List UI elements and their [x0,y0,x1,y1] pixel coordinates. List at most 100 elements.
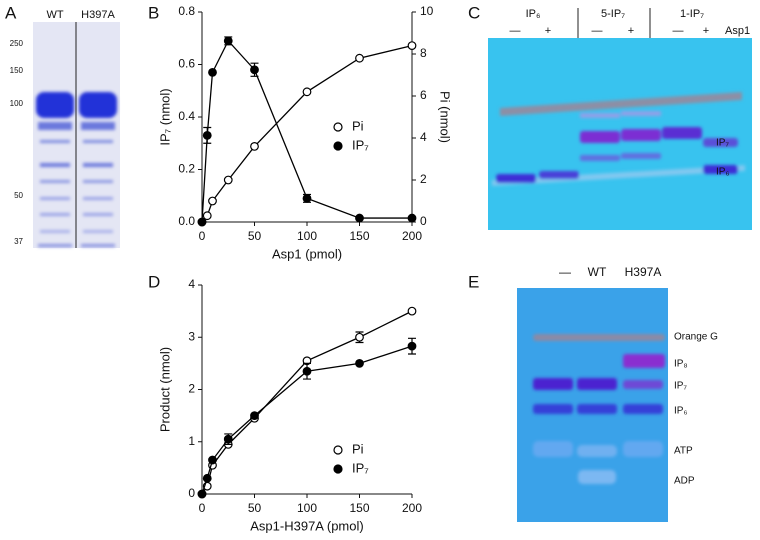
y-tick-label: 0.6 [178,57,195,71]
band-label: ADP [674,476,695,487]
group-label: 5-IP₇ [601,8,625,20]
y-axis-label: Product (nmol) [157,347,172,432]
data-point [407,41,417,50]
marker-label: 250 [10,39,24,48]
data-point [250,141,259,151]
y-tick-label: 0.0 [178,214,195,228]
y-tick-label: 0.4 [178,109,195,123]
data-point [202,473,212,483]
x-axis-label: Asp1 (pmol) [272,246,342,261]
data-point [302,193,312,203]
band-label: IP₆ [716,167,729,178]
y2-tick-label: 8 [420,46,427,60]
y2-tick-label: 6 [420,88,427,102]
data-point [223,36,233,46]
x-tick-label: 200 [402,501,422,515]
data-point [223,434,233,444]
data-point [208,67,217,77]
data-point [355,332,364,342]
y-axis-label: IP₇ (nmol) [157,88,172,145]
panel-letter: B [148,3,159,22]
band-label: IP₈ [674,359,688,370]
x-tick-label: 150 [349,501,369,515]
sign-label: — [510,25,521,37]
panel-letter: C [468,3,480,22]
legend-marker [333,464,343,474]
lane-label: WT [46,9,63,21]
data-point [197,217,207,227]
data-point [355,213,364,223]
x-axis-label: Asp1-H397A (pmol) [250,518,363,533]
data-point [302,87,312,97]
marker-label: 37 [14,237,23,246]
sign-label: + [703,25,709,37]
data-point [407,213,417,223]
y-tick-label: 0 [188,486,195,500]
marker-label: 50 [14,191,23,200]
x-tick-label: 150 [349,229,369,243]
band-label: IP₆ [674,406,687,417]
x-tick-label: 0 [199,229,206,243]
y-tick-label: 4 [188,277,195,291]
sign-label: + [545,25,551,37]
y2-tick-label: 0 [420,214,427,228]
legend-label: Pi [352,441,364,456]
data-point [208,196,217,206]
gel-a [33,22,120,248]
band-label: Orange G [674,332,718,343]
panel-letter: A [5,3,17,22]
data-point [407,341,417,351]
data-point [250,65,259,75]
band-label: IP₇ [674,381,687,392]
band-label: ATP [674,446,693,457]
data-point [202,211,212,221]
data-point [302,366,312,376]
x-tick-label: 50 [248,229,262,243]
y2-tick-label: 10 [420,4,434,18]
x-tick-label: 50 [248,501,262,515]
data-point [355,53,364,63]
group-label: 1-IP₇ [680,8,704,20]
y2-tick-label: 2 [420,172,427,186]
data-point [208,455,217,465]
lane-label: H397A [81,9,115,21]
legend-label: Pi [352,118,364,133]
marker-label: 150 [10,66,24,75]
sign-label: + [628,25,634,37]
x-tick-label: 200 [402,229,422,243]
gel-c [488,8,752,230]
series-line [201,39,412,223]
sign-label: — [592,25,603,37]
data-point [202,130,212,140]
data-point [197,489,207,499]
group-label: IP₆ [526,8,541,20]
x-tick-label: 0 [199,501,206,515]
treatment-label: Asp1 [725,25,750,37]
gel-e [517,288,668,522]
panel-letter: E [468,272,479,291]
marker-label: 100 [10,99,24,108]
data-point [407,306,417,316]
legend-marker [333,141,343,151]
series-line [201,310,413,495]
band-label: IP₇ [716,138,729,149]
panel-letter: D [148,272,160,291]
y2-tick-label: 4 [420,130,427,144]
legend-label: IP₇ [352,460,369,475]
lane-label: H397A [625,265,662,279]
data-point [223,175,233,185]
y-tick-label: 2 [188,382,195,396]
data-point [250,411,259,421]
y2-axis-label: Pi (nmol) [438,91,453,143]
lane-label: — [559,265,571,279]
y-tick-label: 0.8 [178,4,195,18]
sign-label: — [673,25,684,37]
legend-marker [333,445,343,455]
x-tick-label: 100 [297,229,317,243]
x-tick-label: 100 [297,501,317,515]
y-tick-label: 3 [188,329,195,343]
lane-label: WT [588,265,607,279]
legend-label: IP₇ [352,137,369,152]
y-tick-label: 1 [188,434,195,448]
